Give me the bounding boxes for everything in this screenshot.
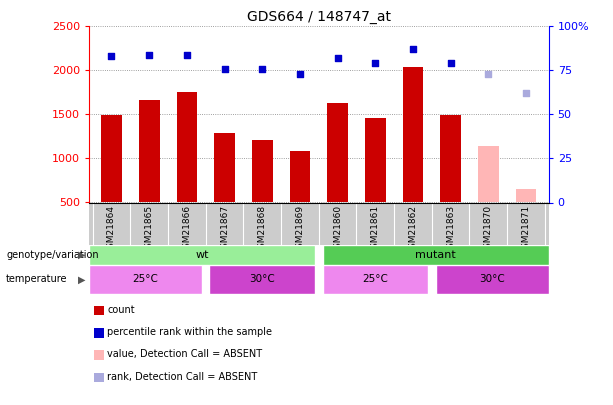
Text: 25°C: 25°C — [362, 275, 388, 284]
Point — [484, 70, 493, 77]
Text: genotype/variation: genotype/variation — [6, 250, 99, 260]
Text: count: count — [107, 305, 135, 315]
Text: temperature: temperature — [6, 275, 67, 284]
Text: 30°C: 30°C — [249, 275, 275, 284]
Text: GSM21865: GSM21865 — [145, 205, 154, 254]
Point — [144, 51, 154, 58]
Text: GSM21864: GSM21864 — [107, 205, 116, 254]
Text: mutant: mutant — [415, 250, 456, 260]
Bar — [436, 265, 549, 294]
Bar — [210, 265, 315, 294]
Bar — [289, 151, 310, 202]
Text: GSM21862: GSM21862 — [408, 205, 417, 254]
Text: ▶: ▶ — [78, 275, 85, 284]
Bar — [322, 245, 549, 265]
Bar — [322, 265, 428, 294]
Bar — [89, 245, 315, 265]
Text: ▶: ▶ — [78, 250, 85, 260]
Point — [333, 55, 343, 61]
Bar — [139, 100, 159, 202]
Bar — [365, 118, 386, 202]
Point — [107, 53, 116, 60]
Point — [408, 46, 418, 53]
Point — [295, 70, 305, 77]
Text: GSM21860: GSM21860 — [333, 205, 342, 254]
Text: 25°C: 25°C — [132, 275, 158, 284]
Text: 30°C: 30°C — [479, 275, 505, 284]
Bar — [101, 115, 122, 202]
Bar — [252, 140, 273, 202]
Text: wt: wt — [195, 250, 208, 260]
Text: GSM21861: GSM21861 — [371, 205, 380, 254]
Text: GSM21866: GSM21866 — [182, 205, 191, 254]
Bar — [327, 103, 348, 202]
Text: GSM21870: GSM21870 — [484, 205, 493, 254]
Text: GSM21868: GSM21868 — [257, 205, 267, 254]
Bar — [403, 67, 424, 202]
Bar — [177, 92, 197, 202]
Point — [257, 65, 267, 72]
Bar — [89, 265, 202, 294]
Bar — [516, 189, 536, 202]
Text: GSM21867: GSM21867 — [220, 205, 229, 254]
Point — [182, 51, 192, 58]
Title: GDS664 / 148747_at: GDS664 / 148747_at — [247, 10, 390, 24]
Text: GSM21863: GSM21863 — [446, 205, 455, 254]
Text: rank, Detection Call = ABSENT: rank, Detection Call = ABSENT — [107, 372, 257, 382]
Point — [219, 65, 229, 72]
Point — [370, 60, 380, 66]
Bar — [214, 133, 235, 202]
Text: GSM21871: GSM21871 — [522, 205, 530, 254]
Text: value, Detection Call = ABSENT: value, Detection Call = ABSENT — [107, 350, 262, 359]
Bar — [478, 146, 499, 202]
Text: GSM21869: GSM21869 — [295, 205, 305, 254]
Bar — [440, 115, 461, 202]
Point — [446, 60, 455, 66]
Point — [521, 90, 531, 96]
Text: percentile rank within the sample: percentile rank within the sample — [107, 327, 272, 337]
